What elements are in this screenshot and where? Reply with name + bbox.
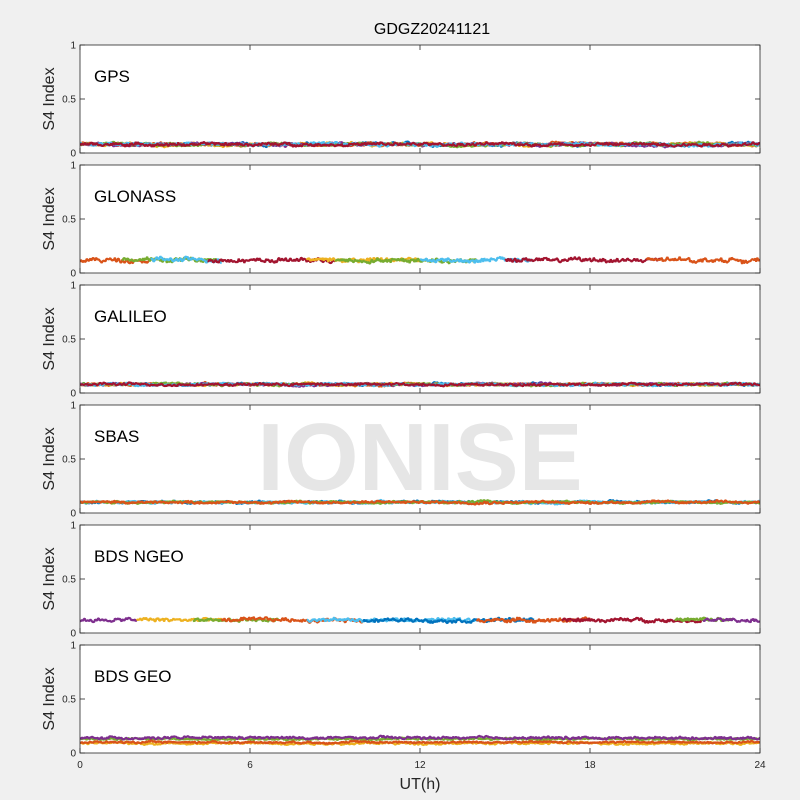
panel-label: GPS	[94, 67, 130, 86]
series-line-0	[80, 616, 138, 624]
panel-sbas: 0 0.5 1 S4 Index SBAS	[41, 401, 761, 520]
y-tick-label: 0	[70, 629, 76, 640]
series-group	[80, 140, 760, 149]
y-tick-label: 1	[70, 521, 76, 532]
y-axis-label: S4 Index	[41, 307, 58, 370]
panel-galileo: 0 0.5 1 S4 Index GALILEO	[41, 281, 761, 400]
y-tick-label: 0	[70, 149, 76, 160]
y-tick-label: 0	[70, 509, 76, 520]
panel-label: BDS GEO	[94, 667, 171, 686]
panel-label: GALILEO	[94, 307, 167, 326]
series-line-3	[80, 739, 760, 746]
y-tick-label: 1	[70, 41, 76, 52]
y-tick-label: 0	[70, 749, 76, 760]
panel-bds-geo: 0 0.5 1 0 6 12 18 24 S4 Index BDS GEO	[41, 641, 766, 772]
series-line-7	[561, 616, 704, 624]
figure-title: GDGZ20241121	[374, 21, 490, 38]
series-line-6	[80, 140, 760, 148]
axes-background	[80, 525, 760, 633]
x-tick-label: 24	[754, 760, 766, 771]
y-tick-label: 1	[70, 161, 76, 172]
panel-label: BDS NGEO	[94, 547, 184, 566]
y-tick-label: 0	[70, 389, 76, 400]
panel-label: GLONASS	[94, 187, 176, 206]
panel-gps: 0 0.5 1 S4 Index GPS	[41, 41, 761, 160]
x-tick-label: 6	[247, 760, 253, 771]
y-axis-label: S4 Index	[41, 667, 58, 730]
axes-background	[80, 165, 760, 273]
axes-background	[80, 45, 760, 153]
y-axis-label: S4 Index	[41, 187, 58, 250]
axes-background	[80, 285, 760, 393]
series-group	[80, 616, 760, 625]
axes-background	[80, 645, 760, 753]
y-tick-label: 0.5	[62, 455, 76, 466]
x-tick-label: 0	[77, 760, 83, 771]
series-group	[80, 380, 760, 388]
series-line-6	[80, 381, 760, 388]
panel-bds-ngeo: 0 0.5 1 S4 Index BDS NGEO	[41, 521, 761, 640]
watermark: IONISE	[257, 404, 582, 511]
y-tick-label: 1	[70, 401, 76, 412]
panel-glonass: 0 0.5 1 S4 Index GLONASS	[41, 161, 761, 280]
y-tick-label: 0.5	[62, 575, 76, 586]
y-axis-label: S4 Index	[41, 67, 58, 130]
series-line-3	[220, 616, 365, 624]
series-line-8	[645, 256, 760, 265]
y-tick-label: 0.5	[62, 95, 76, 106]
y-tick-label: 1	[70, 281, 76, 292]
axes-background	[80, 405, 760, 513]
x-axis-label: UT(h)	[400, 776, 441, 793]
series-line-2	[80, 734, 760, 741]
series-group	[80, 734, 760, 747]
series-line-5	[362, 616, 535, 625]
y-tick-label: 0	[70, 269, 76, 280]
y-tick-label: 0.5	[62, 335, 76, 346]
series-group	[80, 255, 760, 265]
panel-label: SBAS	[94, 427, 139, 446]
y-axis-label: S4 Index	[41, 427, 58, 490]
y-tick-label: 1	[70, 641, 76, 652]
y-tick-label: 0.5	[62, 215, 76, 226]
series-line-9	[702, 617, 760, 624]
series-line-7	[504, 256, 662, 264]
y-tick-label: 0.5	[62, 695, 76, 706]
series-line-3	[80, 499, 760, 506]
series-group	[80, 498, 760, 506]
x-tick-label: 18	[584, 760, 596, 771]
x-tick-label: 12	[414, 760, 426, 771]
y-axis-label: S4 Index	[41, 547, 58, 610]
